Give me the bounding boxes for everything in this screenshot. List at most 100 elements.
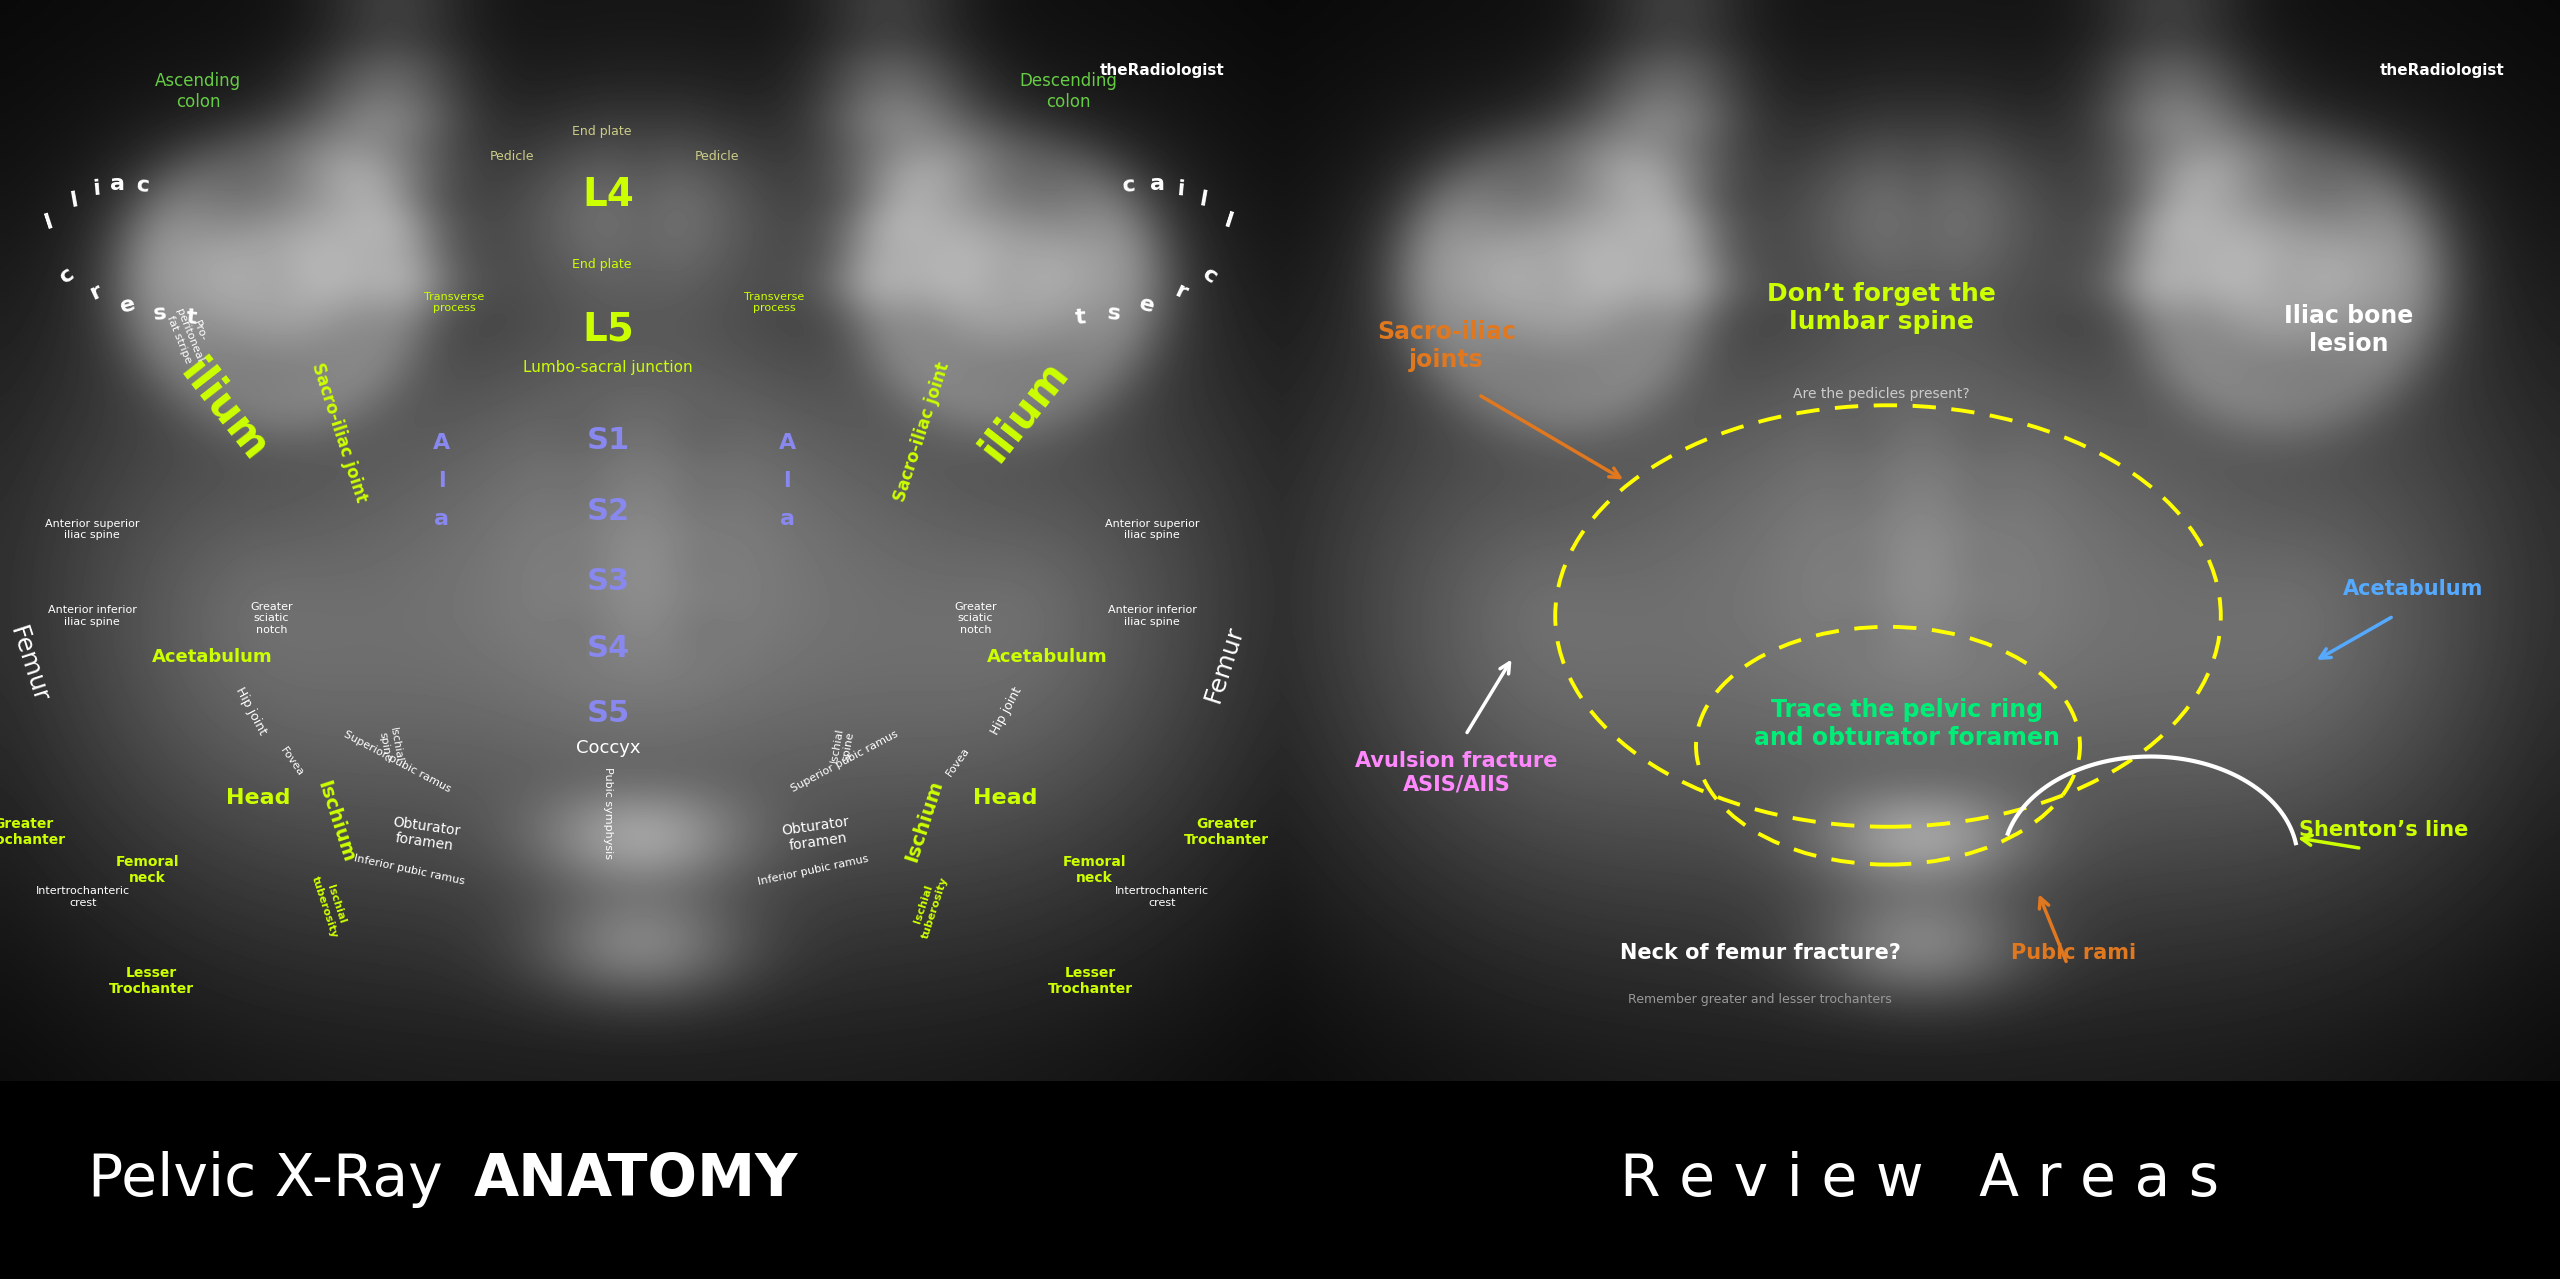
Text: Acetabulum: Acetabulum [986,648,1108,666]
Text: Transverse
process: Transverse process [745,292,804,313]
Text: End plate: End plate [571,258,632,271]
Text: Ascending
colon: Ascending colon [156,73,241,111]
Text: c: c [1198,263,1221,288]
Text: Ischium: Ischium [901,778,947,865]
Text: l: l [438,471,445,491]
Text: t: t [187,307,197,329]
Text: S3: S3 [586,567,630,596]
Text: Superior pubic ramus: Superior pubic ramus [340,729,453,794]
Text: a: a [435,509,448,528]
Text: Superior pubic ramus: Superior pubic ramus [788,729,901,794]
Text: Inferior pubic ramus: Inferior pubic ramus [353,853,466,886]
Text: r: r [87,280,105,303]
Text: Obturator
foramen: Obturator foramen [781,815,852,854]
Text: Head: Head [973,788,1037,807]
Text: Head: Head [225,788,292,807]
Text: Trace the pelvic ring
and obturator foramen: Trace the pelvic ring and obturator fora… [1754,698,2061,749]
Text: Hip joint: Hip joint [233,686,269,737]
Text: Acetabulum: Acetabulum [151,648,274,666]
Text: S4: S4 [586,634,630,663]
Text: Ischial
tuberosity: Ischial tuberosity [310,872,351,940]
Text: Pubic symphysis: Pubic symphysis [604,766,612,858]
Text: Ischial
spine: Ischial spine [829,726,855,765]
Text: Avulsion fracture
ASIS/AIIS: Avulsion fracture ASIS/AIIS [1354,751,1559,794]
Text: Obturator
foramen: Obturator foramen [389,815,461,854]
Text: Greater
sciatic
notch: Greater sciatic notch [955,601,996,634]
Text: t: t [1075,307,1085,329]
Text: Pedicle: Pedicle [489,150,535,164]
Text: theRadiologist: theRadiologist [1101,63,1224,78]
Text: Acetabulum: Acetabulum [2342,579,2483,599]
Text: Transverse
process: Transverse process [425,292,484,313]
Text: Intertrochanteric
crest: Intertrochanteric crest [1116,886,1208,908]
Text: Neck of femur fracture?: Neck of femur fracture? [1620,943,1900,963]
Text: Coccyx: Coccyx [576,739,640,757]
Text: Femoral
neck: Femoral neck [1062,854,1126,885]
Text: Sacro-iliac joint: Sacro-iliac joint [891,361,952,504]
Text: l: l [69,189,79,211]
Text: End plate: End plate [571,125,632,138]
Text: Fovea: Fovea [945,746,970,779]
Text: L4: L4 [581,175,635,214]
Text: ilium: ilium [172,352,276,469]
Text: Ischium: Ischium [312,778,358,865]
Text: A: A [433,434,451,453]
Text: S5: S5 [586,698,630,728]
Text: Don’t forget the
lumbar spine: Don’t forget the lumbar spine [1766,283,1997,334]
Text: Lesser
Trochanter: Lesser Trochanter [1047,966,1134,996]
Text: c: c [1121,175,1137,197]
Text: R e v i e w   A r e a s: R e v i e w A r e a s [1620,1151,2220,1209]
Text: e: e [118,293,138,316]
Text: Descending
colon: Descending colon [1019,73,1119,111]
Text: Intertrochanteric
crest: Intertrochanteric crest [36,886,131,908]
Text: a: a [110,174,125,193]
Text: Shenton’s line: Shenton’s line [2299,820,2468,840]
Text: Sacro-iliac
joints: Sacro-iliac joints [1377,320,1516,372]
Text: Pro-
peritoneal
fat stripe: Pro- peritoneal fat stripe [164,303,215,367]
Text: s: s [154,303,166,324]
Text: r: r [1170,280,1190,303]
Text: a: a [1149,174,1165,193]
Text: Pelvic X-Ray: Pelvic X-Ray [87,1151,461,1209]
Text: Anterior inferior
iliac spine: Anterior inferior iliac spine [1108,605,1196,627]
Text: Anterior superior
iliac spine: Anterior superior iliac spine [46,519,138,540]
Text: Lesser
Trochanter: Lesser Trochanter [108,966,195,996]
Text: Fovea: Fovea [279,746,305,779]
Text: l: l [1198,189,1208,211]
Text: Greater
Trochanter: Greater Trochanter [0,817,67,847]
Text: Lumbo-sacral junction: Lumbo-sacral junction [522,359,694,375]
Text: Remember greater and lesser trochanters: Remember greater and lesser trochanters [1628,994,1892,1007]
Text: Greater
sciatic
notch: Greater sciatic notch [251,601,292,634]
Text: Ischial
tuberosity: Ischial tuberosity [909,872,950,940]
Text: Femur: Femur [1201,623,1247,706]
Text: ilium: ilium [973,352,1075,469]
Text: S2: S2 [586,496,630,526]
Text: I: I [41,211,56,233]
Text: Ischial
spine: Ischial spine [376,726,404,765]
Text: Anterior inferior
iliac spine: Anterior inferior iliac spine [49,605,136,627]
Text: e: e [1137,293,1157,316]
Text: Inferior pubic ramus: Inferior pubic ramus [758,853,868,886]
Text: Hip joint: Hip joint [988,686,1024,737]
Text: I: I [1221,211,1236,233]
Text: Anterior superior
iliac spine: Anterior superior iliac spine [1106,519,1198,540]
Text: i: i [1175,179,1185,200]
Text: Pedicle: Pedicle [694,150,740,164]
Text: theRadiologist: theRadiologist [2381,63,2504,78]
Text: Iliac bone
lesion: Iliac bone lesion [2284,303,2414,356]
Text: Sacro-iliac joint: Sacro-iliac joint [307,361,371,504]
Text: A: A [778,434,796,453]
Text: Greater
Trochanter: Greater Trochanter [1183,817,1270,847]
Text: l: l [783,471,791,491]
Text: S1: S1 [586,426,630,455]
Text: ANATOMY: ANATOMY [474,1151,799,1209]
Text: s: s [1106,303,1121,324]
Text: a: a [781,509,794,528]
Text: Femur: Femur [5,623,51,706]
Text: i: i [92,179,100,200]
Text: Pubic rami: Pubic rami [2012,943,2135,963]
Text: Are the pedicles present?: Are the pedicles present? [1795,388,1969,402]
Text: L5: L5 [581,311,635,349]
Text: Femoral
neck: Femoral neck [115,854,179,885]
Text: c: c [136,175,151,197]
